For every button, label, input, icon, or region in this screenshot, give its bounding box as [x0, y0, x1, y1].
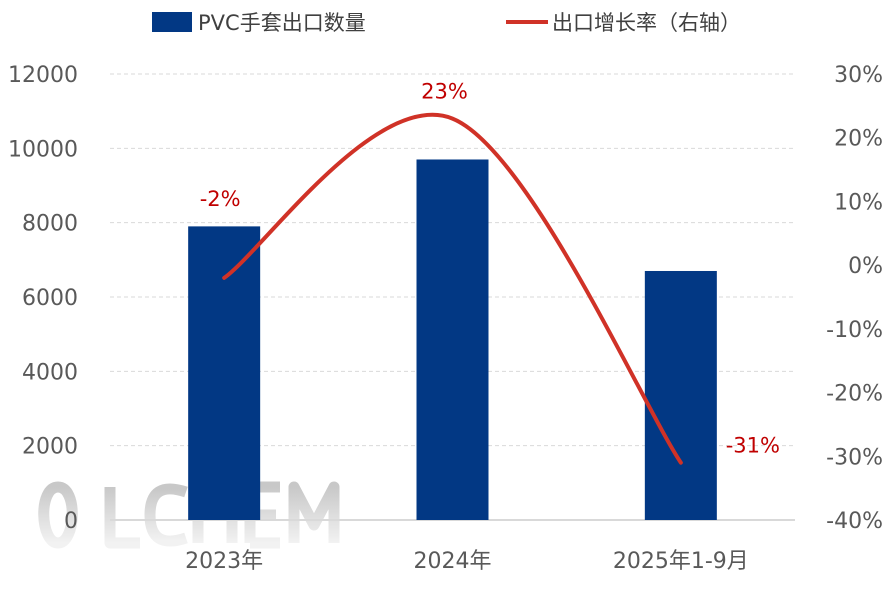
legend-line-label: 出口增长率（右轴）: [552, 11, 741, 35]
watermark-logo: [144, 483, 188, 547]
data-label: -2%: [200, 187, 241, 211]
x-axis-tick: 2024年: [414, 549, 492, 574]
right-axis-tick: 0%: [848, 254, 883, 279]
x-axis-tick: 2025年1-9月: [613, 549, 749, 574]
legend-bar-swatch: [152, 12, 192, 32]
left-axis-tick: 6000: [22, 286, 78, 311]
left-axis-tick: 2000: [22, 435, 78, 460]
bar-2024年: [416, 159, 489, 520]
x-axis-tick: 2023年: [185, 549, 263, 574]
bar-2025年1-9月: [644, 270, 717, 520]
right-axis-tick: -30%: [826, 445, 883, 470]
left-axis-tick: 12000: [8, 63, 78, 88]
watermark-logo: [104, 487, 140, 549]
right-axis-tick: -40%: [826, 509, 883, 534]
data-label: 23%: [421, 80, 468, 104]
right-axis-tick: 20%: [834, 127, 883, 152]
watermark-logo: [38, 481, 78, 549]
bar-2023年: [188, 226, 261, 520]
right-axis-tick: -10%: [826, 318, 883, 343]
left-axis-tick: 10000: [8, 137, 78, 162]
legend-bar-label: PVC手套出口数量: [198, 11, 366, 35]
left-axis-tick: 4000: [22, 360, 78, 385]
right-axis-tick: 30%: [834, 63, 883, 88]
right-axis-tick: 10%: [834, 190, 883, 215]
right-axis-tick: -20%: [826, 382, 883, 407]
left-axis-tick: 0: [64, 509, 78, 534]
watermark-logo: [288, 481, 340, 543]
growth-rate-line: [222, 112, 683, 465]
left-axis-tick: 8000: [22, 212, 78, 237]
data-label: -31%: [726, 434, 780, 458]
